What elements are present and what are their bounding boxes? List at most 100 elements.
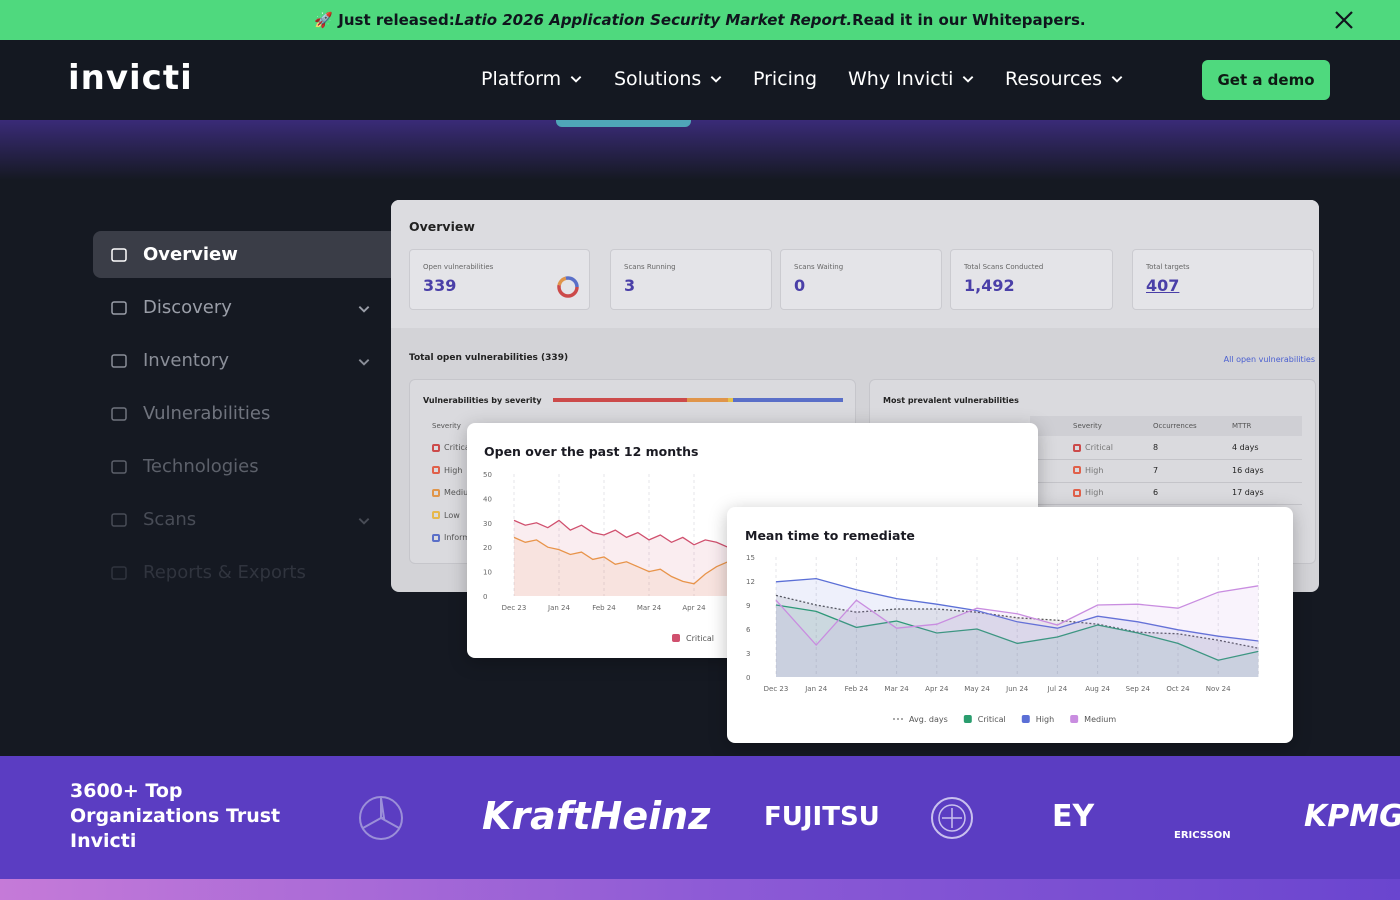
banner-report[interactable]: Latio 2026 Application Security Market R… — [454, 11, 853, 29]
cta-button[interactable]: Get a demo — [1202, 60, 1330, 100]
severity-label: Low — [444, 510, 460, 520]
nav-item[interactable]: Resources — [1005, 68, 1124, 90]
column-header: Severity — [1073, 422, 1102, 430]
sidebar-label: Inventory — [143, 350, 229, 371]
sidebar-label: Vulnerabilities — [143, 403, 271, 424]
table-cell: 6 — [1153, 488, 1158, 497]
icon-shape — [111, 300, 127, 315]
line — [775, 604, 1259, 661]
cell-text: 4 days — [1232, 443, 1259, 452]
chevron — [710, 76, 722, 83]
y-tick-label: 0 — [746, 674, 750, 682]
glow — [0, 120, 1400, 180]
sidebar-label: Reports & Exports — [143, 562, 306, 583]
line — [775, 577, 1259, 642]
bottom-strip — [0, 879, 1400, 900]
stat-card: Total targets 407 — [1132, 249, 1314, 310]
nav-item[interactable]: Solutions — [614, 68, 723, 90]
chevron — [1111, 76, 1123, 83]
close-banner[interactable] — [1334, 10, 1354, 30]
nav-item[interactable]: Pricing — [753, 68, 817, 90]
y-tick-label: 3 — [746, 650, 750, 658]
open-chart: 0 10 20 30 40 50 Dec 23 Jan 24 Feb 24 Mar 24 Apr 2… — [483, 471, 729, 643]
legend-label[interactable]: Avg. days — [909, 715, 948, 724]
chevron — [358, 359, 370, 366]
legend-label[interactable]: Medium — [1084, 715, 1116, 724]
stat-card: Scans Running 3 — [610, 249, 772, 310]
donut-seg — [557, 276, 579, 298]
area — [776, 585, 1259, 677]
sidebar-item[interactable]: Vulnerabilities — [93, 390, 391, 437]
stat-label: Scans Waiting — [794, 263, 844, 271]
x-tick-label: Aug 24 — [1085, 685, 1110, 693]
chevron-path — [358, 359, 370, 366]
y-tick-label: 12 — [746, 578, 755, 586]
nav-item[interactable]: Platform — [481, 68, 583, 90]
table-cell: 8 — [1153, 443, 1158, 452]
sidebar-item[interactable]: Discovery — [93, 284, 391, 331]
sidebar-item[interactable]: Inventory — [93, 337, 391, 384]
logo-band — [0, 756, 1400, 879]
row-line — [1030, 481, 1302, 483]
legend-swatch — [672, 634, 680, 642]
y-tick-label: 9 — [746, 602, 750, 610]
sidebar-item[interactable]: Technologies — [93, 443, 391, 490]
severity-icon — [1073, 466, 1081, 475]
icon — [111, 565, 127, 580]
sidebar-item[interactable]: Overview — [93, 231, 391, 278]
nav-item[interactable]: Why Invicti — [848, 68, 975, 90]
severity-label: High — [444, 465, 463, 475]
icon — [111, 406, 127, 421]
icon — [111, 247, 127, 262]
severity-icon — [432, 533, 440, 542]
x-tick-label: Feb 24 — [845, 685, 869, 693]
brand-logo: ERICSSON — [1174, 830, 1231, 841]
row-line — [1030, 504, 1302, 506]
nav-label: Pricing — [753, 68, 818, 90]
logo[interactable]: invicti — [68, 58, 193, 98]
table-cell: 4 days — [1232, 443, 1259, 452]
stat-card: Open vulnerabilities 339 — [409, 249, 590, 310]
stat-value[interactable]: 407 — [1146, 276, 1180, 295]
severity-icon — [1073, 443, 1081, 452]
stat-label: Total targets — [1146, 263, 1190, 271]
announcement-banner[interactable]: 🚀 Just released: Latio 2026 Application … — [0, 0, 1400, 40]
icon — [111, 512, 127, 527]
y-tick-label: 40 — [483, 495, 492, 503]
severity-icon — [432, 443, 440, 452]
cell-text: 8 — [1153, 443, 1159, 452]
icon-shape — [111, 406, 127, 421]
y-tick-label: 20 — [483, 544, 492, 552]
line — [513, 519, 729, 548]
x-tick-label: Mar 24 — [884, 685, 909, 693]
sidebar-item[interactable]: Reports & Exports — [93, 549, 391, 596]
mttr-chart-card: Mean time to remediate 0 3 6 9 12 15 Dec 23 Jan… — [727, 507, 1293, 743]
cell-text: 16 days — [1232, 465, 1264, 475]
icon-shape — [111, 512, 127, 527]
area — [776, 605, 1259, 677]
cell-text: 6 — [1153, 488, 1159, 498]
chevron — [358, 518, 370, 525]
x-tick-label: Jun 24 — [1005, 685, 1029, 693]
legend-label[interactable]: Critical — [978, 715, 1006, 724]
cell-text: 7 — [1153, 465, 1159, 475]
cell-text: High — [1085, 465, 1104, 475]
brand-logo: FUJITSU — [764, 801, 880, 832]
icon-shape — [111, 459, 127, 474]
nav-label: Platform — [481, 68, 562, 90]
link[interactable]: All open vulnerabilities — [1223, 355, 1315, 364]
severity-icon — [432, 488, 440, 497]
sidebar-item[interactable]: Scans — [93, 496, 391, 543]
severity-title: Vulnerabilities by severity — [423, 396, 542, 405]
prevalent-title: Most prevalent vulnerabilities — [883, 396, 1019, 405]
legend-label[interactable]: Critical — [686, 634, 714, 643]
severity-header: Severity — [432, 422, 461, 430]
line — [775, 594, 1259, 649]
icon-shape — [111, 353, 127, 368]
brand-logo: KraftHeinz — [482, 794, 711, 839]
y-tick-label: 50 — [483, 471, 492, 479]
legend-label[interactable]: High — [1036, 715, 1054, 724]
stat-value: 339 — [423, 276, 457, 295]
